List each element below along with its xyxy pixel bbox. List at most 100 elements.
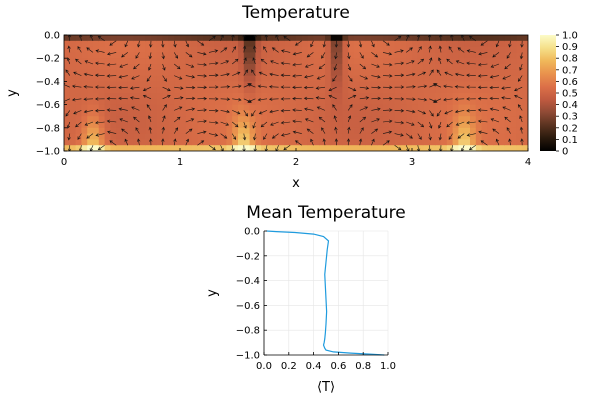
velocity-arrow (405, 145, 410, 151)
heatmap-cell (104, 64, 111, 71)
heatmap-cell (238, 64, 245, 71)
heatmap-cell (516, 58, 523, 65)
heatmap-cell (214, 127, 222, 135)
heatmap-cell (493, 98, 500, 106)
heatmap-cell (69, 64, 77, 71)
heatmap-cell (441, 46, 448, 53)
heatmap-cell (249, 87, 256, 94)
heatmap-cell (185, 64, 193, 71)
heatmap-cell (423, 75, 430, 82)
mean-axes (263, 231, 388, 356)
heatmap-cell (249, 145, 256, 151)
velocity-arrow (450, 35, 454, 41)
velocity-arrow (268, 97, 279, 101)
heatmap-cell (110, 122, 117, 129)
heatmap-cell (487, 110, 494, 117)
heatmap-cell (110, 98, 117, 106)
heatmap-cell (325, 58, 332, 65)
heatmap-cell (290, 104, 297, 111)
heatmap-cell (145, 87, 152, 94)
heatmap-cell (214, 139, 222, 146)
heatmap-cell (406, 35, 413, 42)
heatmap-cell (510, 104, 517, 111)
heatmap-cell (133, 116, 140, 123)
heatmap-cell (475, 145, 483, 151)
velocity-arrow (316, 106, 326, 111)
heatmap-cell (174, 75, 181, 82)
heatmap-cell (255, 81, 262, 88)
heatmap-cell (145, 93, 152, 100)
heatmap-cell (168, 58, 175, 65)
heatmap-cell (383, 104, 390, 111)
heatmap-cell (197, 110, 204, 117)
velocity-arrow (75, 58, 82, 65)
heatmap-cell (220, 35, 227, 42)
velocity-arrow (109, 40, 117, 46)
heatmap-cell (487, 58, 494, 65)
velocity-arrow (406, 133, 413, 139)
heatmap-cell (388, 58, 396, 65)
heatmap-cell (64, 81, 71, 88)
heatmap-cell (191, 104, 198, 111)
heatmap-cell (185, 69, 193, 77)
heatmap-cell (180, 87, 187, 94)
velocity-arrow (95, 133, 105, 137)
heatmap-cell (301, 104, 309, 111)
velocity-arrow (220, 145, 224, 151)
heatmap-cell (423, 127, 430, 135)
heatmap-cell (69, 110, 77, 117)
heatmap-cell (365, 110, 372, 117)
heatmap-cell (348, 58, 355, 65)
heatmap-cell (383, 64, 390, 71)
heatmap-cell (475, 110, 483, 117)
velocity-arrow (466, 133, 476, 137)
heatmap-cell (510, 75, 517, 82)
heatmap-cell (272, 127, 280, 135)
heatmap-cell (209, 104, 216, 111)
velocity-arrow (417, 110, 427, 115)
heatmap-cell (388, 40, 396, 48)
velocity-arrow (174, 75, 183, 80)
velocity-arrow (429, 69, 434, 76)
heatmap-cell (272, 58, 280, 65)
heatmap-cell (151, 52, 158, 59)
heatmap-cell (226, 46, 233, 53)
colorbar-tick-label: 0.6 (562, 77, 578, 88)
heatmap-cell (139, 58, 146, 65)
heatmap-cell (151, 87, 158, 94)
velocity-arrow (519, 52, 524, 60)
heatmap-cell (516, 69, 523, 77)
heatmap-cell (122, 35, 129, 42)
heatmap-cell (116, 127, 123, 135)
heatmap-cell (180, 139, 187, 146)
heatmap-cell (336, 110, 343, 117)
heatmap-cell (406, 122, 413, 129)
heatmap-cell (522, 122, 528, 129)
heatmap-cell (296, 81, 303, 88)
heatmap-cell (330, 35, 338, 42)
heatmap-cell (319, 64, 326, 71)
heatmap-cell (232, 98, 239, 106)
velocity-arrow (417, 71, 427, 76)
heatmap-cell (168, 104, 175, 111)
heatmap-cell (383, 35, 390, 42)
heatmap-cell (75, 116, 82, 123)
velocity-arrow (454, 72, 465, 77)
heatmap-cell (197, 52, 204, 59)
heatmap-cell (145, 69, 152, 77)
velocity-arrow (318, 63, 326, 70)
velocity-arrow (371, 107, 381, 111)
heatmap-cell (330, 93, 338, 100)
heatmap-cell (307, 52, 314, 59)
heatmap-cell (255, 87, 262, 94)
heatmap-cell (93, 75, 100, 82)
heatmap-cell (75, 35, 82, 42)
heatmap-cell (104, 104, 111, 111)
velocity-arrow (417, 84, 428, 89)
heatmap-cell (185, 139, 193, 146)
heatmap-cell (510, 87, 517, 94)
heatmap-cell (272, 98, 280, 106)
heatmap-cell (394, 81, 401, 88)
heatmap-cell (249, 127, 256, 135)
heatmap-cell (226, 93, 233, 100)
